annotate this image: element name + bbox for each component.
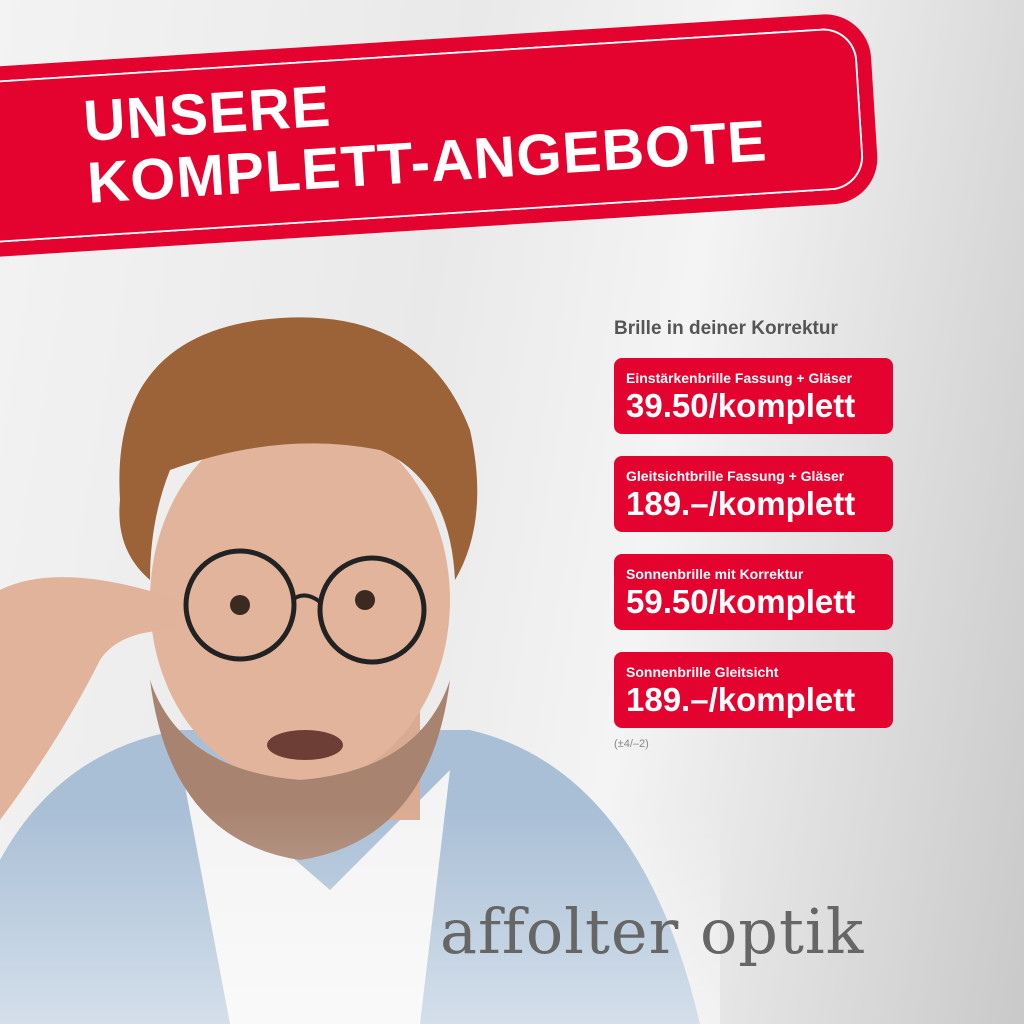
person-photo [0,300,720,1024]
offer-card: Gleitsichtbrille Fassung + Gläser 189.–/… [614,456,893,532]
offers-panel: Brille in deiner Korrektur Einstärkenbri… [614,318,904,750]
offer-price: 189.–/komplett [626,681,856,718]
offer-label: Gleitsichtbrille Fassung + Gläser [626,468,845,484]
footnote: (±4/–2) [614,738,649,750]
offer-label: Sonnenbrille Gleitsicht [626,664,779,680]
brand-logo: affolter optik [440,895,865,968]
offer-card: Sonnenbrille mit Korrektur 59.50/komplet… [614,554,893,630]
offer-card: Sonnenbrille Gleitsicht 189.–/komplett [614,652,893,728]
headline-banner: UNSERE KOMPLETT-ANGEBOTE [0,11,881,260]
offers-title: Brille in deiner Korrektur [614,318,838,339]
offer-card: Einstärkenbrille Fassung + Gläser 39.50/… [614,358,893,434]
offer-label: Einstärkenbrille Fassung + Gläser [626,370,853,386]
offer-price: 59.50/komplett [626,583,856,620]
offer-price: 39.50/komplett [626,387,856,424]
offer-label: Sonnenbrille mit Korrektur [626,566,804,582]
offer-price: 189.–/komplett [626,485,856,522]
